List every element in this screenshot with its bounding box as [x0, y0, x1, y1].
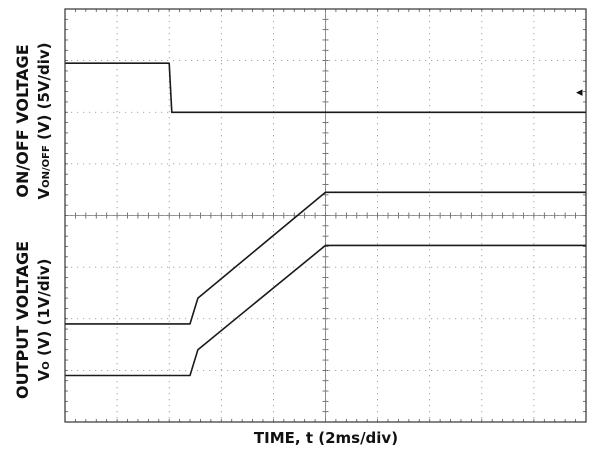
lower-ylabel-line2: VO (V) (1V/div) — [35, 259, 53, 382]
lower-ylabel-line1: OUTPUT VOLTAGE — [13, 241, 32, 399]
lower-y-axis-label: OUTPUT VOLTAGE VO (V) (1V/div) — [13, 241, 53, 399]
plot-frame — [64, 8, 587, 423]
trigger-marker: ◂ — [576, 85, 583, 100]
upper-ylabel-line2: VON/OFF (V) (5V/div) — [35, 43, 53, 200]
upper-y-axis-label: ON/OFF VOLTAGE VON/OFF (V) (5V/div) — [13, 43, 53, 200]
upper-ylabel-line1: ON/OFF VOLTAGE — [13, 44, 32, 197]
x-axis-label: TIME, t (2ms/div) — [254, 429, 398, 447]
series-layer — [65, 62, 586, 377]
trace-2 — [65, 191, 586, 325]
grid — [65, 9, 586, 422]
trace-3 — [65, 244, 586, 377]
trace-1 — [65, 62, 586, 114]
